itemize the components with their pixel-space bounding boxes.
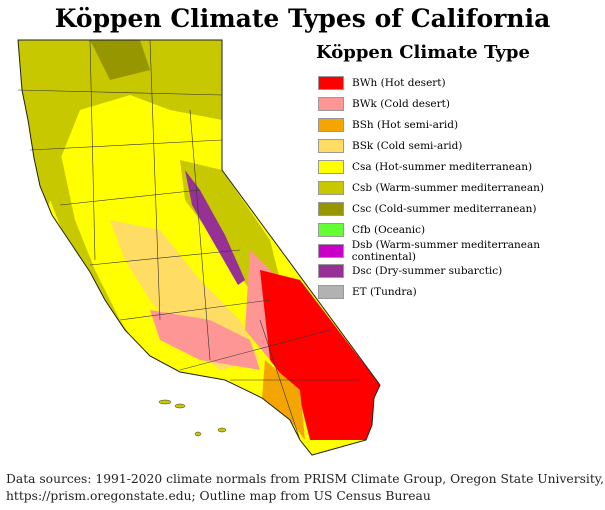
legend-swatch <box>318 285 344 300</box>
legend-label: Dsc (Dry-summer subarctic) <box>352 265 503 278</box>
legend-item: BSh (Hot semi-arid) <box>318 115 605 136</box>
legend-label: Csb (Warm-summer mediterranean) <box>352 181 544 194</box>
legend-item: Csc (Cold-summer mediterranean) <box>318 198 605 219</box>
channel-islands <box>158 399 227 437</box>
region-csc <box>90 40 150 80</box>
legend-label: BSk (Cold semi-arid) <box>352 140 463 153</box>
legend-item: Csb (Warm-summer mediterranean) <box>318 177 605 198</box>
map-title: Köppen Climate Types of California <box>54 4 551 33</box>
region-dsc-sierra <box>185 170 245 285</box>
legend-swatch <box>318 201 344 216</box>
legend-item: ET (Tundra) <box>318 282 605 303</box>
legend-item: Csa (Hot-summer mediterranean) <box>318 157 605 178</box>
legend-item: BWh (Hot desert) <box>318 73 605 94</box>
legend-item: BSk (Cold semi-arid) <box>318 136 605 157</box>
legend-swatch <box>318 160 344 174</box>
legend-title: Köppen Climate Type <box>316 42 530 63</box>
legend-swatch <box>318 97 344 112</box>
legend-label: ET (Tundra) <box>352 286 417 299</box>
legend-label: Csc (Cold-summer mediterranean) <box>352 202 537 215</box>
legend-item: Dsc (Dry-summer subarctic) <box>318 261 605 282</box>
legend-label: Csa (Hot-summer mediterranean) <box>352 161 533 173</box>
region-csb-north <box>18 40 222 220</box>
legend-swatch <box>318 264 344 279</box>
data-sources-note: Data sources: 1991-2020 climate normals … <box>6 471 604 505</box>
legend-label: Dsb (Warm-summer mediterranean continent… <box>351 238 541 263</box>
footer-line-1: Data sources: 1991-2020 climate normals … <box>6 472 604 486</box>
legend-item: Cfb (Oceanic) <box>318 219 605 240</box>
legend-swatch <box>318 180 344 195</box>
legend: Köppen Climate Type BWh (Hot desert) BWk … <box>316 42 605 303</box>
legend-swatch <box>318 139 344 154</box>
legend-label: BWh (Hot desert) <box>352 77 446 90</box>
legend-label: BWk (Cold desert) <box>352 98 450 111</box>
legend-item: Dsb (Warm-summer mediterranean continent… <box>318 238 605 263</box>
legend-swatch <box>318 243 344 258</box>
legend-swatch <box>318 76 344 91</box>
state-outline <box>17 39 381 456</box>
legend-label: BSh (Hot semi-arid) <box>352 119 459 132</box>
legend-label: Cfb (Oceanic) <box>352 223 426 236</box>
region-bwk <box>150 310 260 370</box>
legend-swatch <box>318 118 344 133</box>
footer-line-2: https://prism.oregonstate.edu; Outline m… <box>6 489 431 503</box>
legend-swatch <box>318 222 344 237</box>
region-bwh <box>260 270 380 440</box>
county-lines <box>17 39 360 441</box>
legend-item: BWk (Cold desert) <box>318 94 605 115</box>
